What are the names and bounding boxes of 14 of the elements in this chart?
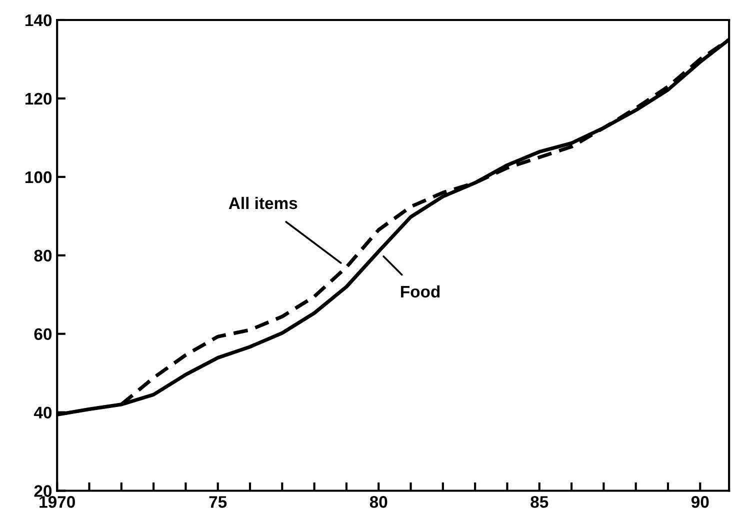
y-tick-label: 140 <box>25 14 52 26</box>
y-tick-label: 60 <box>34 328 52 340</box>
x-tick-label: 90 <box>691 496 709 508</box>
y-tick-label: 100 <box>25 171 52 184</box>
y-tick-label: 40 <box>34 406 52 418</box>
y-tick-label: 20 <box>34 485 52 497</box>
x-tick-label: 85 <box>530 496 548 508</box>
x-tick-label: 75 <box>209 496 227 508</box>
x-tick-label: 1970 <box>40 496 75 508</box>
y-tick-label: 120 <box>25 92 52 105</box>
annotation: Food <box>401 285 440 298</box>
x-tick-label: 80 <box>370 496 388 508</box>
annotation: All items <box>228 196 298 210</box>
y-tick-label: 80 <box>34 250 52 262</box>
